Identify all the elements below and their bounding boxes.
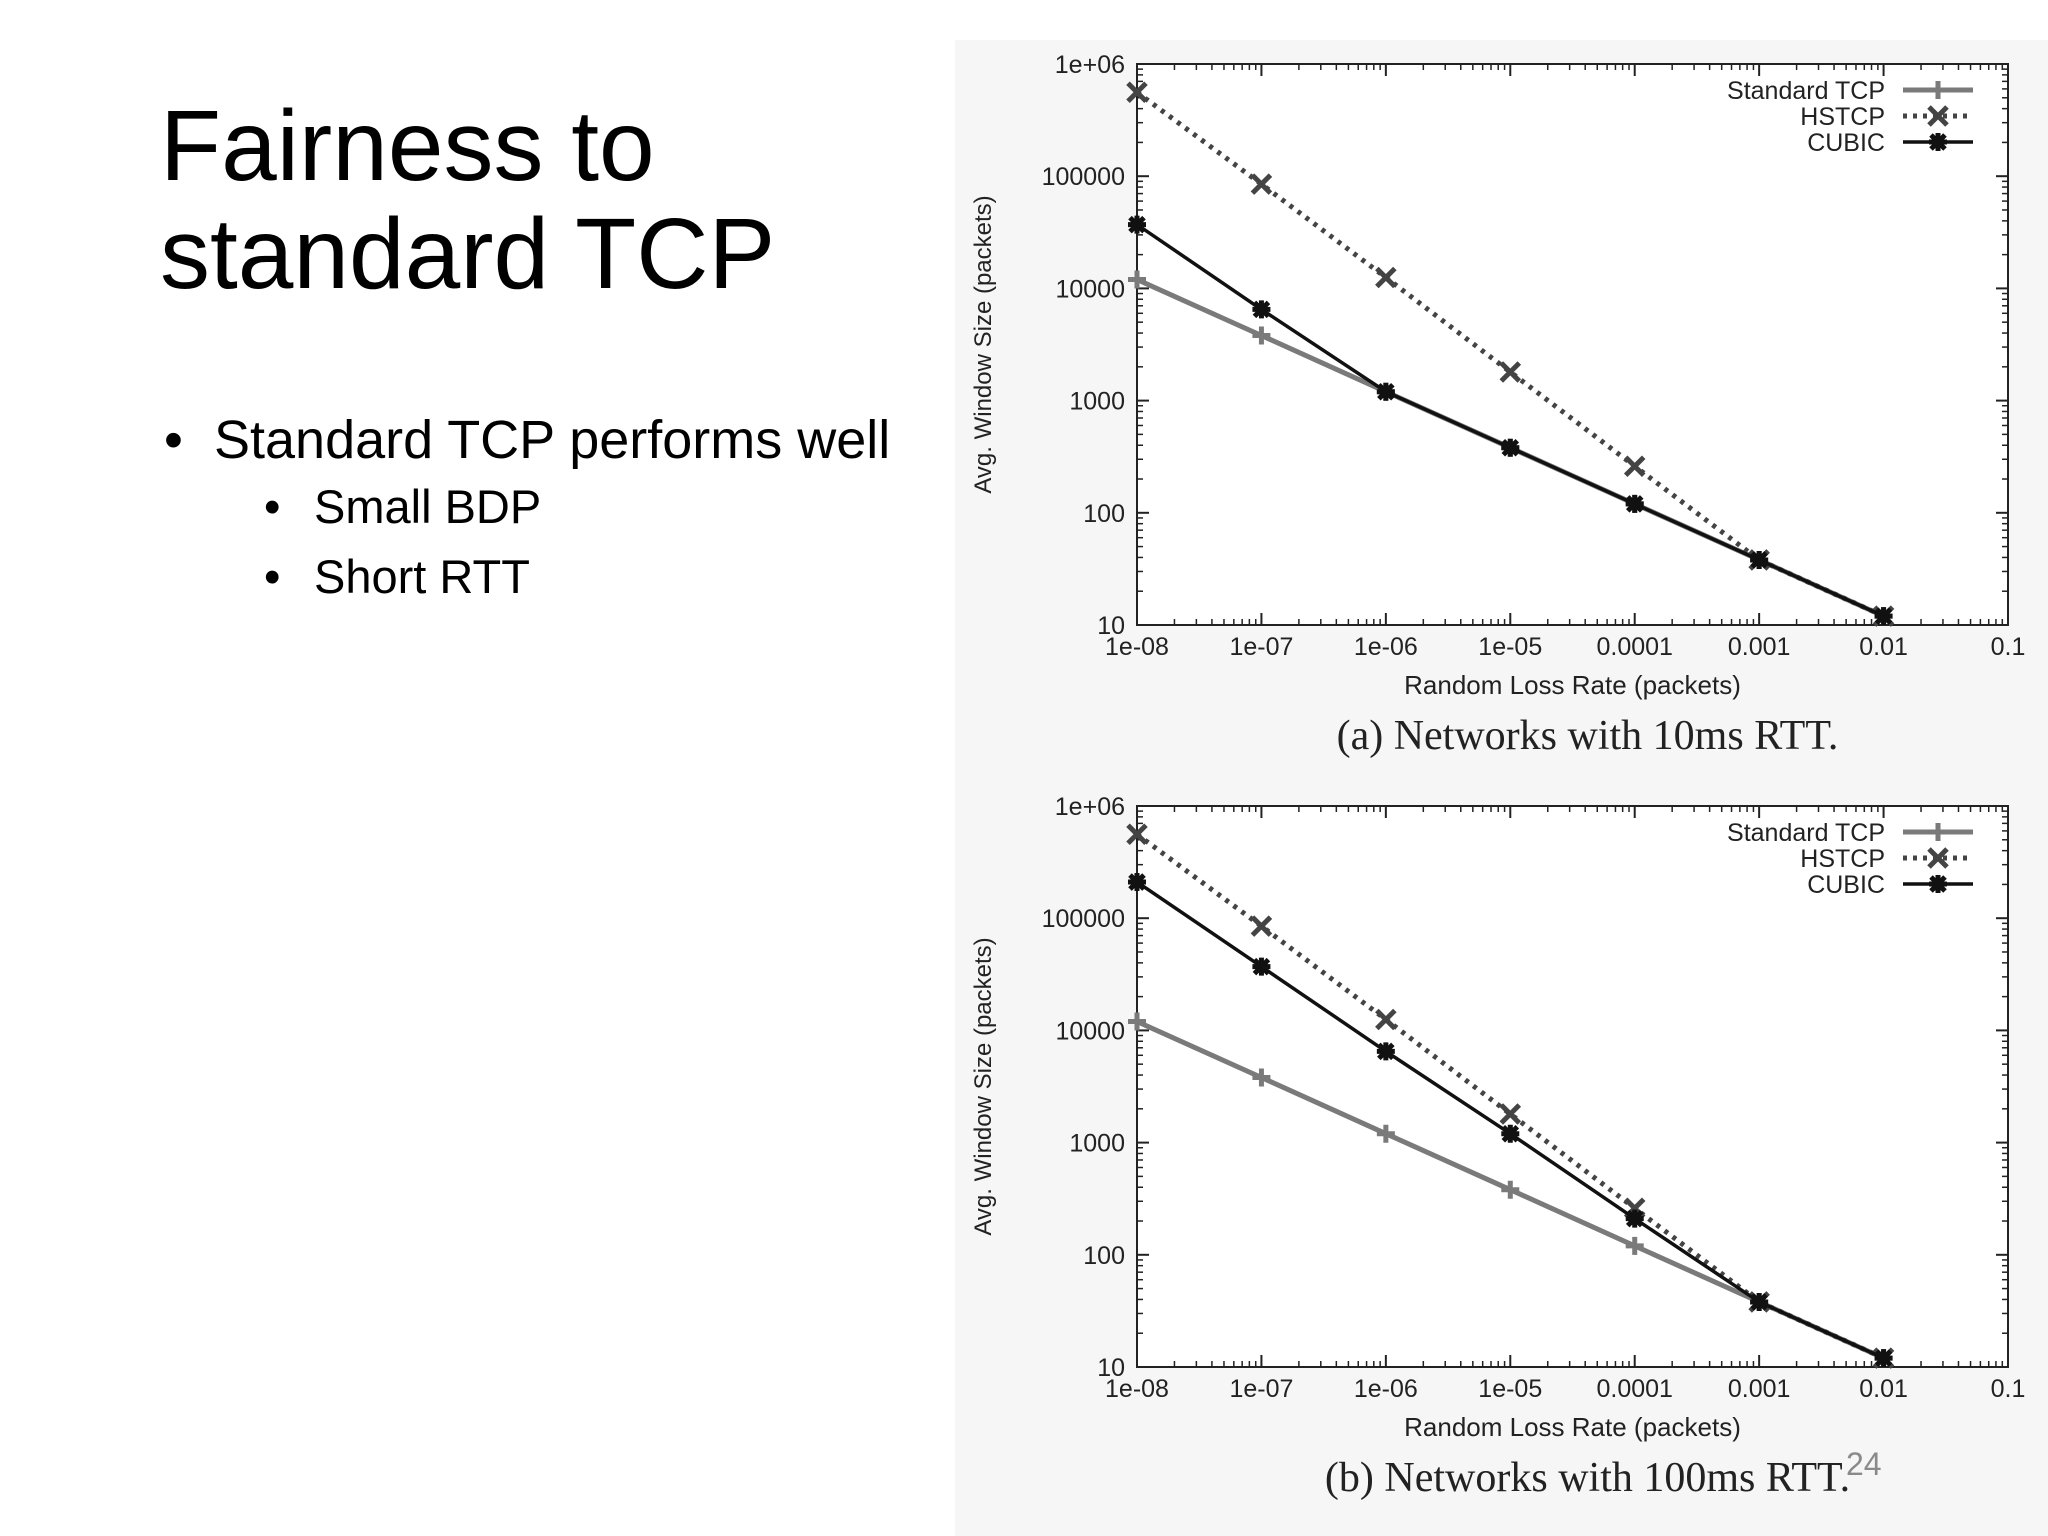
x-tick-label: 0.0001 xyxy=(1596,1375,1672,1403)
legend-label: CUBIC xyxy=(1807,871,1885,899)
data-point xyxy=(1623,455,1646,478)
data-point xyxy=(1126,823,1148,846)
x-tick-label: 0.1 xyxy=(1991,633,2026,661)
data-point xyxy=(1499,361,1522,383)
chart-svg: 1e-08 1e-07 1e-06 1e-05 0.0001 0.001 0.01 0.1 10… xyxy=(970,51,2026,759)
data-point xyxy=(1376,382,1395,401)
x-tick-label: 1e-05 xyxy=(1478,633,1542,661)
data-point xyxy=(1376,1042,1395,1061)
sub-bullet-item: Short RTT xyxy=(160,542,890,612)
chart-caption: (a) Networks with 10ms RTT. xyxy=(1337,713,1839,759)
bullet-list: Standard TCP performs well Small BDP Sho… xyxy=(160,408,890,612)
y-tick-label: 1000 xyxy=(1069,1130,1125,1158)
legend-label: Standard TCP xyxy=(1727,819,1885,847)
axes xyxy=(1136,63,2009,626)
x-axis-label: Random Loss Rate (packets) xyxy=(1404,1412,1741,1442)
data-point xyxy=(1128,215,1146,234)
y-tick-label: 100000 xyxy=(1042,905,1125,933)
y-tick-label: 100 xyxy=(1083,500,1125,528)
legend-label: HSTCP xyxy=(1800,845,1885,873)
y-tick-label: 100 xyxy=(1083,1242,1125,1270)
data-point xyxy=(1750,550,1769,569)
data-point xyxy=(1252,1068,1271,1087)
chart-caption: (b) Networks with 100ms RTT. xyxy=(1325,1455,1850,1501)
y-tick-label: 1e+06 xyxy=(1055,793,1125,821)
data-point xyxy=(1376,1124,1395,1143)
slide-title-line-2: standard TCP xyxy=(160,198,776,310)
sub-bullet-item: Small BDP xyxy=(160,472,890,542)
x-tick-label: 1e-08 xyxy=(1105,1375,1169,1403)
y-tick-label: 10000 xyxy=(1055,275,1125,303)
x-tick-label: 1e-06 xyxy=(1354,1375,1418,1403)
data-point xyxy=(1501,438,1520,457)
y-axis-label: Avg. Window Size (packets) xyxy=(970,195,997,493)
x-tick-label: 1e-05 xyxy=(1478,1375,1542,1403)
legend-label: Standard TCP xyxy=(1727,77,1885,105)
data-point xyxy=(1375,266,1397,289)
data-point xyxy=(1625,1236,1644,1255)
data-point xyxy=(1499,1103,1522,1125)
data-point xyxy=(1250,173,1273,195)
x-tick-label: 1e-07 xyxy=(1229,633,1293,661)
data-point xyxy=(1252,326,1271,345)
y-axis-label: Avg. Window Size (packets) xyxy=(970,937,997,1235)
data-point xyxy=(1375,1008,1397,1031)
chart-networks-100ms-rtt: 1e-08 1e-07 1e-06 1e-05 0.0001 0.001 0.01 0.1 10… xyxy=(955,782,2048,1522)
x-tick-label: 0.0001 xyxy=(1596,633,1672,661)
x-tick-label: 0.1 xyxy=(1991,1375,2026,1403)
x-tick-label: 0.01 xyxy=(1859,633,1908,661)
data-point xyxy=(1874,1349,1893,1368)
slide-title: Fairness to standard TCP xyxy=(160,92,775,308)
legend-marker xyxy=(1927,105,1949,127)
data-point xyxy=(1128,873,1146,892)
x-tick-label: 1e-07 xyxy=(1229,1375,1293,1403)
bullet-item: Standard TCP performs well xyxy=(160,408,890,472)
legend-marker xyxy=(1927,847,1949,869)
x-tick-label: 0.01 xyxy=(1859,1375,1908,1403)
y-tick-label: 1e+06 xyxy=(1055,51,1125,79)
legend-label: CUBIC xyxy=(1807,129,1885,157)
legend-marker xyxy=(1929,875,1947,893)
data-point xyxy=(1501,1180,1520,1199)
y-tick-label: 10 xyxy=(1097,1354,1125,1382)
data-point xyxy=(1625,1209,1644,1228)
x-tick-label: 0.001 xyxy=(1728,1375,1791,1403)
data-point xyxy=(1126,81,1148,104)
series-cubic xyxy=(1128,873,1893,1368)
x-tick-label: 1e-08 xyxy=(1105,633,1169,661)
data-point xyxy=(1252,300,1271,319)
data-point xyxy=(1128,270,1146,289)
data-point xyxy=(1750,1292,1769,1311)
x-tick-label: 0.001 xyxy=(1728,633,1791,661)
chart-svg: 1e-08 1e-07 1e-06 1e-05 0.0001 0.001 0.01 0.1 10… xyxy=(970,793,2026,1501)
y-tick-label: 1000 xyxy=(1069,388,1125,416)
page-number: 24 xyxy=(1846,1446,1882,1482)
legend-marker xyxy=(1929,823,1947,841)
legend-label: HSTCP xyxy=(1800,103,1885,131)
slide-title-line-1: Fairness to xyxy=(160,90,655,202)
data-point xyxy=(1501,1124,1520,1143)
y-tick-label: 10000 xyxy=(1055,1017,1125,1045)
data-point xyxy=(1128,1012,1146,1031)
chart-networks-10ms-rtt: 1e-08 1e-07 1e-06 1e-05 0.0001 0.001 0.01 0.1 10… xyxy=(955,40,2048,780)
y-tick-label: 100000 xyxy=(1042,163,1125,191)
data-point xyxy=(1874,607,1893,626)
data-point xyxy=(1625,494,1644,513)
x-axis-label: Random Loss Rate (packets) xyxy=(1404,670,1741,700)
legend-marker xyxy=(1929,133,1947,151)
legend-marker xyxy=(1929,81,1947,99)
series-cubic xyxy=(1128,215,1893,626)
data-point xyxy=(1252,957,1271,976)
data-point xyxy=(1250,915,1273,937)
y-tick-label: 10 xyxy=(1097,612,1125,640)
x-tick-label: 1e-06 xyxy=(1354,633,1418,661)
